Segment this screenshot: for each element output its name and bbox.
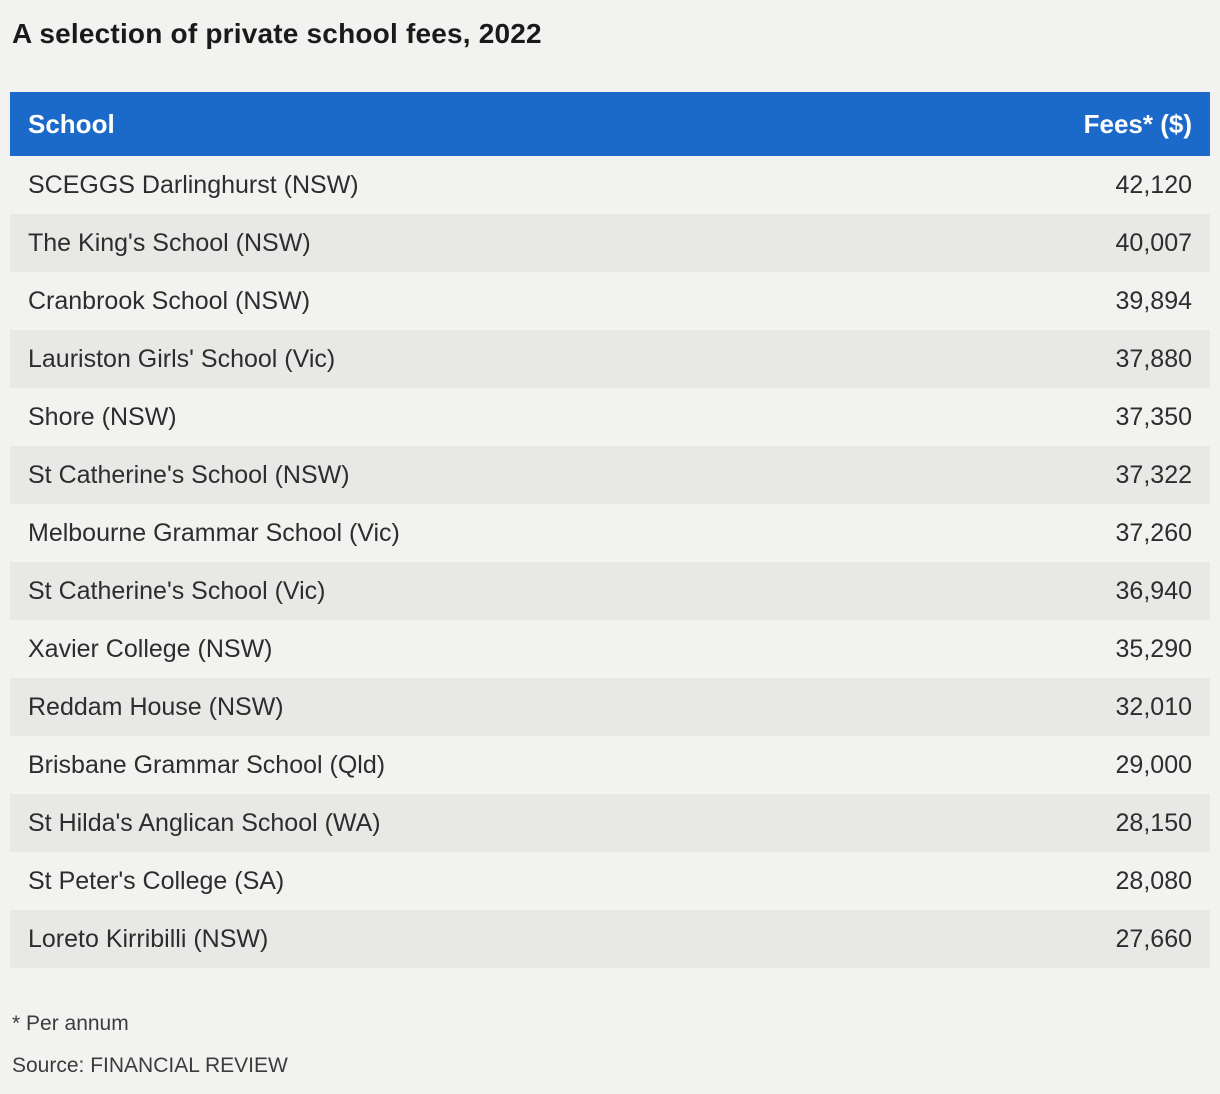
fee-cell: 32,010 bbox=[1115, 692, 1192, 721]
table-body: SCEGGS Darlinghurst (NSW) 42,120 The King'… bbox=[10, 156, 1210, 968]
school-cell: St Hilda's Anglican School (WA) bbox=[28, 808, 381, 837]
table-row: The King's School (NSW) 40,007 bbox=[10, 214, 1210, 272]
school-cell: Xavier College (NSW) bbox=[28, 634, 273, 663]
school-cell: Lauriston Girls' School (Vic) bbox=[28, 344, 336, 373]
school-cell: The King's School (NSW) bbox=[28, 228, 311, 257]
fee-cell: 35,290 bbox=[1115, 634, 1192, 663]
table-row: Shore (NSW) 37,350 bbox=[10, 388, 1210, 446]
school-cell: Loreto Kirribilli (NSW) bbox=[28, 924, 269, 953]
table-row: St Peter's College (SA) 28,080 bbox=[10, 852, 1210, 910]
fee-cell: 37,350 bbox=[1115, 402, 1192, 431]
table-row: Cranbrook School (NSW) 39,894 bbox=[10, 272, 1210, 330]
school-cell: Shore (NSW) bbox=[28, 402, 177, 431]
table-row: Loreto Kirribilli (NSW) 27,660 bbox=[10, 910, 1210, 968]
school-cell: Reddam House (NSW) bbox=[28, 692, 284, 721]
school-cell: SCEGGS Darlinghurst (NSW) bbox=[28, 170, 359, 199]
table-row: Reddam House (NSW) 32,010 bbox=[10, 678, 1210, 736]
footnotes: * Per annum Source: FINANCIAL REVIEW bbox=[12, 1012, 1210, 1078]
fee-cell: 28,150 bbox=[1115, 808, 1192, 837]
table-row: St Catherine's School (Vic) 36,940 bbox=[10, 562, 1210, 620]
fee-cell: 42,120 bbox=[1115, 170, 1192, 199]
per-annum-footnote: * Per annum bbox=[12, 1012, 129, 1035]
fee-cell: 40,007 bbox=[1115, 228, 1192, 257]
fee-cell: 29,000 bbox=[1115, 750, 1192, 779]
school-column-header: School bbox=[28, 108, 115, 139]
school-cell: Brisbane Grammar School (Qld) bbox=[28, 750, 386, 779]
source-credit: Source: FINANCIAL REVIEW bbox=[12, 1054, 288, 1077]
school-cell: St Peter's College (SA) bbox=[28, 866, 285, 895]
table-row: Xavier College (NSW) 35,290 bbox=[10, 620, 1210, 678]
fee-cell: 36,940 bbox=[1115, 576, 1192, 605]
fee-cell: 27,660 bbox=[1115, 924, 1192, 953]
chart-title: A selection of private school fees, 2022 bbox=[12, 18, 542, 49]
school-cell: Cranbrook School (NSW) bbox=[28, 286, 311, 315]
table-row: St Hilda's Anglican School (WA) 28,150 bbox=[10, 794, 1210, 852]
school-cell: Melbourne Grammar School (Vic) bbox=[28, 518, 400, 547]
table-row: Brisbane Grammar School (Qld) 29,000 bbox=[10, 736, 1210, 794]
fee-cell: 39,894 bbox=[1115, 286, 1192, 315]
fee-cell: 28,080 bbox=[1115, 866, 1192, 895]
fee-cell: 37,260 bbox=[1115, 518, 1192, 547]
table-row: Melbourne Grammar School (Vic) 37,260 bbox=[10, 504, 1210, 562]
fee-cell: 37,880 bbox=[1115, 344, 1192, 373]
school-cell: St Catherine's School (NSW) bbox=[28, 460, 350, 489]
table-row: Lauriston Girls' School (Vic) 37,880 bbox=[10, 330, 1210, 388]
table-row: SCEGGS Darlinghurst (NSW) 42,120 bbox=[10, 156, 1210, 214]
table-row: St Catherine's School (NSW) 37,322 bbox=[10, 446, 1210, 504]
table-header-row: School Fees* ($) bbox=[10, 92, 1210, 156]
fees-table: School Fees* ($) SCEGGS Darlinghurst (NS… bbox=[10, 92, 1210, 968]
school-cell: St Catherine's School (Vic) bbox=[28, 576, 326, 605]
fee-cell: 37,322 bbox=[1115, 460, 1192, 489]
fees-column-header: Fees* ($) bbox=[1083, 108, 1192, 139]
